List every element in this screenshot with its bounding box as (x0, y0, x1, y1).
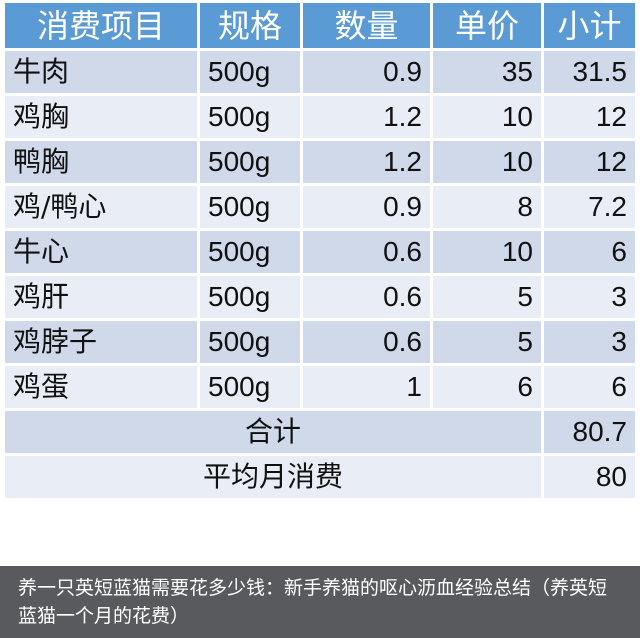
average-label: 平均月消费 (2, 453, 544, 501)
cell-item: 鸡/鸭心 (2, 183, 200, 231)
cell-spec: 500g (197, 93, 303, 141)
cell-subtotal: 6 (541, 363, 638, 411)
table-row: 鸡蛋 500g 1 6 6 (2, 363, 638, 411)
cell-spec: 500g (197, 273, 303, 321)
cell-spec: 500g (197, 228, 303, 276)
header-qty: 数量 (300, 0, 433, 51)
cell-price: 8 (430, 183, 544, 231)
average-row: 平均月消费 80 (2, 453, 638, 501)
cell-subtotal: 3 (541, 318, 638, 366)
table-row: 牛心 500g 0.6 10 6 (2, 228, 638, 276)
total-row: 合计 80.7 (2, 408, 638, 456)
cell-price: 10 (430, 228, 544, 276)
cell-subtotal: 3 (541, 273, 638, 321)
header-spec: 规格 (197, 0, 303, 51)
cell-qty: 0.9 (300, 183, 433, 231)
cell-price: 5 (430, 318, 544, 366)
cell-item: 鸭胸 (2, 138, 200, 186)
header-item: 消费项目 (2, 0, 200, 51)
cell-price: 35 (430, 48, 544, 96)
total-label: 合计 (2, 408, 544, 456)
cell-price: 10 (430, 138, 544, 186)
cell-price: 10 (430, 93, 544, 141)
header-row: 消费项目 规格 数量 单价 小计 (2, 0, 638, 51)
cell-price: 6 (430, 363, 544, 411)
cell-item: 鸡胸 (2, 93, 200, 141)
cell-spec: 500g (197, 318, 303, 366)
cell-subtotal: 12 (541, 93, 638, 141)
total-value: 80.7 (541, 408, 638, 456)
cell-qty: 0.6 (300, 273, 433, 321)
table-row: 鸡胸 500g 1.2 10 12 (2, 93, 638, 141)
table-row: 鸡脖子 500g 0.6 5 3 (2, 318, 638, 366)
cell-qty: 0.9 (300, 48, 433, 96)
table-row: 鸭胸 500g 1.2 10 12 (2, 138, 638, 186)
cell-subtotal: 31.5 (541, 48, 638, 96)
cell-item: 鸡脖子 (2, 318, 200, 366)
cell-spec: 500g (197, 48, 303, 96)
table-row: 鸡/鸭心 500g 0.9 8 7.2 (2, 183, 638, 231)
cell-subtotal: 7.2 (541, 183, 638, 231)
cell-qty: 0.6 (300, 318, 433, 366)
cell-spec: 500g (197, 183, 303, 231)
table-row: 牛肉 500g 0.9 35 31.5 (2, 48, 638, 96)
cell-price: 5 (430, 273, 544, 321)
cell-qty: 1.2 (300, 93, 433, 141)
cell-qty: 1.2 (300, 138, 433, 186)
cell-qty: 0.6 (300, 228, 433, 276)
cell-spec: 500g (197, 138, 303, 186)
average-value: 80 (541, 453, 638, 501)
cell-item: 牛心 (2, 228, 200, 276)
cell-subtotal: 12 (541, 138, 638, 186)
cell-qty: 1 (300, 363, 433, 411)
table-row: 鸡肝 500g 0.6 5 3 (2, 273, 638, 321)
header-price: 单价 (430, 0, 544, 51)
cell-item: 鸡肝 (2, 273, 200, 321)
cell-item: 鸡蛋 (2, 363, 200, 411)
cell-spec: 500g (197, 363, 303, 411)
cell-item: 牛肉 (2, 48, 200, 96)
cell-subtotal: 6 (541, 228, 638, 276)
header-subtotal: 小计 (541, 0, 638, 51)
caption-overlay: 养一只英短蓝猫需要花多少钱：新手养猫的呕心沥血经验总结（养英短蓝猫一个月的花费） (0, 566, 640, 638)
cost-table: 消费项目 规格 数量 单价 小计 牛肉 500g 0.9 35 31.5 鸡胸 500g 1.… (2, 0, 638, 501)
